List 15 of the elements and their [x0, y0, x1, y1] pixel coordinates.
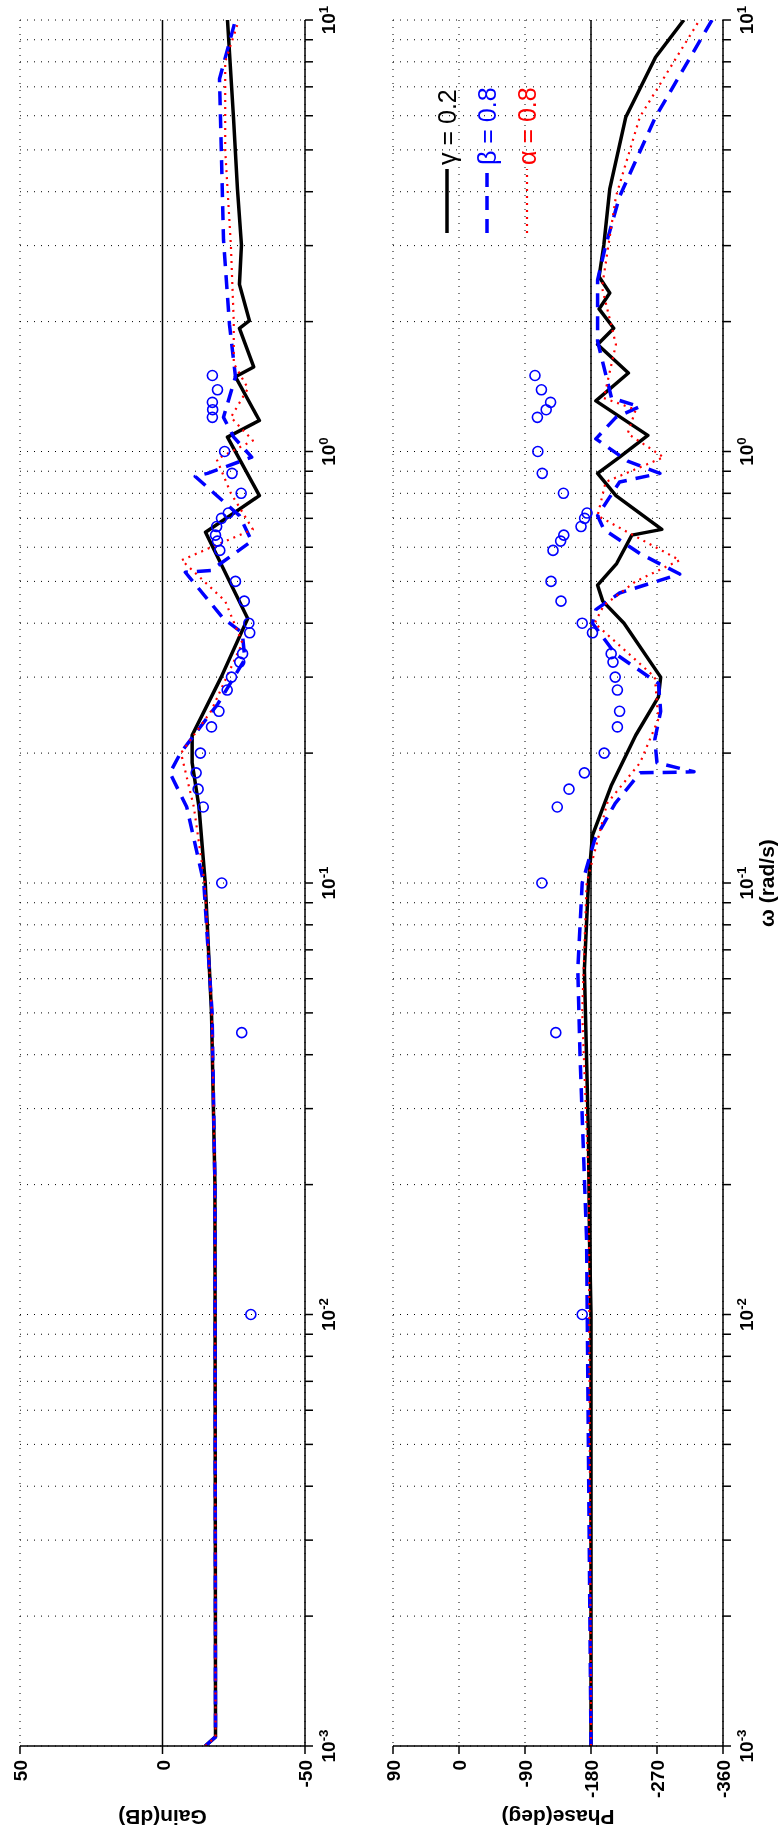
text: γ = 0.2	[433, 89, 461, 165]
x-tick-label: 0	[449, 1760, 470, 1771]
x-tick-label: -50	[295, 1760, 316, 1788]
x-tick-label: 50	[10, 1760, 31, 1782]
x-tick-label: -180	[581, 1760, 602, 1799]
x-tick-label: -90	[515, 1760, 536, 1788]
x-tick-label: 0	[152, 1760, 174, 1771]
x-tick-label: -360	[713, 1760, 734, 1799]
y-axis-title: ω (rad/s)	[755, 839, 778, 927]
text: β = 0.8	[473, 87, 501, 165]
x-tick-label: 90	[383, 1760, 404, 1782]
x-axis-title: Phase(deg)	[501, 1806, 615, 1830]
text: α = 0.8	[513, 87, 541, 165]
x-axis-title: Gain(dB)	[118, 1806, 207, 1830]
x-tick-label: -270	[647, 1760, 668, 1799]
